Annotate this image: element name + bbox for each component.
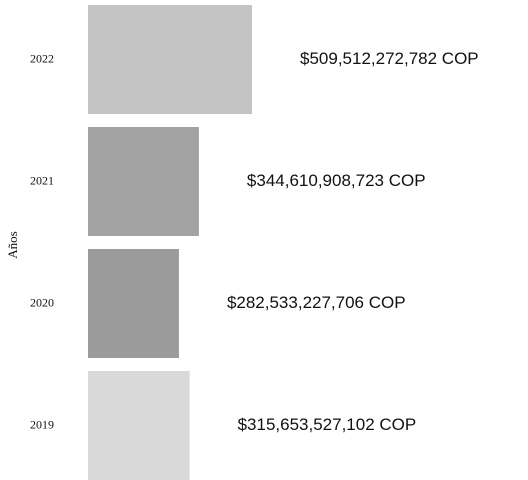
bar (88, 249, 179, 358)
value-label: $315,653,527,102 COP (238, 415, 417, 434)
bar (88, 5, 252, 114)
y-tick-label: 2020 (30, 295, 54, 309)
y-tick-label: 2019 (30, 417, 54, 431)
y-tick-label: 2022 (30, 51, 54, 65)
value-label: $509,512,272,782 COP (300, 49, 479, 68)
y-tick-label: 2021 (30, 173, 54, 187)
y-axis-label: Años (5, 231, 20, 258)
bar (88, 371, 190, 480)
bar (88, 127, 199, 236)
value-label: $282,533,227,706 COP (227, 293, 406, 312)
value-label: $344,610,908,723 COP (247, 171, 426, 190)
